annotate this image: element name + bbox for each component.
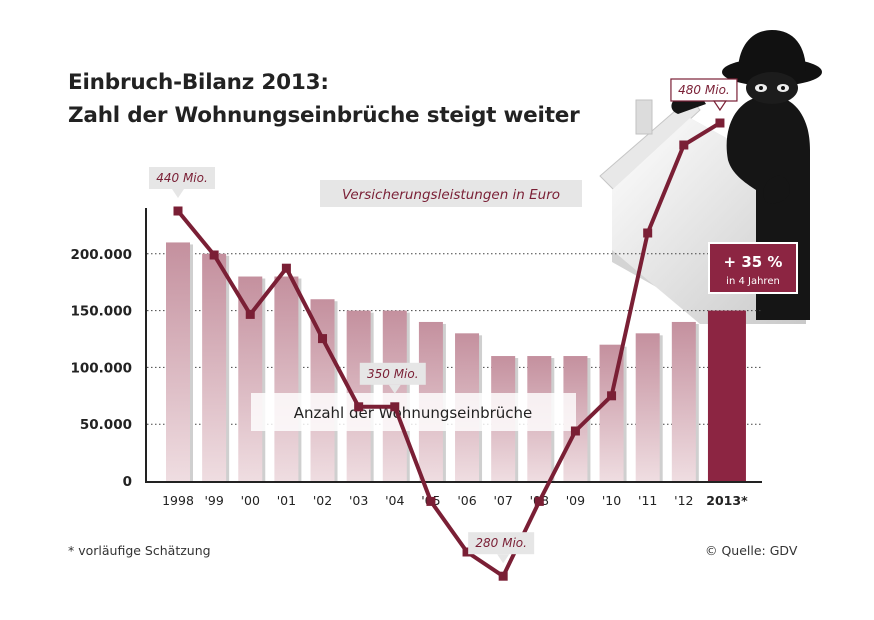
bar [671, 321, 696, 481]
source-note: © Quelle: GDV [705, 543, 798, 558]
y-axis [145, 208, 147, 482]
value-callout: 280 Mio. [468, 532, 535, 564]
value-callout-text: 480 Mio. [678, 83, 730, 97]
x-tick-label: '06 [457, 493, 476, 508]
y-tick-label: 100.000 [71, 360, 133, 376]
line-point [570, 426, 580, 436]
line-point [281, 263, 291, 273]
x-tick-labels: 1998'99'00'01'02'03'04'05'06'07'08'09'10… [162, 493, 748, 508]
growth-badge-sub: in 4 Jahren [726, 276, 780, 287]
line-point [354, 402, 364, 412]
bar [274, 276, 299, 481]
value-callout-text: 280 Mio. [475, 536, 527, 550]
line-point [426, 496, 436, 506]
line-point [173, 206, 183, 216]
value-callout: 480 Mio. [670, 78, 738, 112]
value-callout: 350 Mio. [359, 362, 426, 394]
chart-title-line-2: Zahl der Wohnungseinbrüche steigt weiter [68, 103, 580, 128]
footnote: * vorläufige Schätzung [68, 543, 211, 558]
line-point [498, 571, 508, 581]
value-callouts: 440 Mio. 350 Mio. 280 Mio. 480 Mio. [149, 78, 738, 564]
line-point [245, 309, 255, 319]
chart-title: Einbruch-Bilanz 2013: Zahl der Wohnungse… [68, 66, 580, 132]
bar [635, 333, 660, 481]
x-tick-label: '09 [566, 493, 585, 508]
line-point [209, 250, 219, 260]
bars-series-text: Anzahl der Wohnungseinbrüche [294, 404, 533, 422]
line-point [318, 334, 328, 344]
insurance-line-path [176, 121, 721, 579]
x-tick-label: '12 [674, 493, 693, 508]
y-tick-labels: 0 50.000 100.000 150.000 200.000 [71, 247, 133, 490]
bars-series-label: Anzahl der Wohnungseinbrüche [251, 393, 576, 431]
value-callout: 440 Mio. [149, 167, 215, 198]
line-point [607, 391, 617, 401]
value-callout-text: 350 Mio. [367, 367, 419, 381]
y-tick-label: 200.000 [71, 247, 133, 263]
y-tick-label: 50.000 [80, 417, 132, 433]
x-tick-label: '11 [638, 493, 657, 508]
growth-badge-main: + 35 % [724, 253, 783, 271]
x-tick-label: '00 [241, 493, 260, 508]
line-point [462, 547, 472, 557]
line-point [390, 402, 400, 412]
chart-title-line-1: Einbruch-Bilanz 2013: [68, 70, 329, 95]
x-tick-label: '99 [204, 493, 223, 508]
x-tick-label: '10 [602, 493, 621, 508]
x-axis [145, 481, 762, 483]
y-tick-label: 150.000 [71, 304, 133, 320]
growth-badge: + 35 % in 4 Jahren [708, 242, 798, 294]
bar [310, 299, 335, 481]
value-callout-text: 440 Mio. [156, 171, 208, 185]
x-tick-label: 1998 [162, 493, 194, 508]
y-tick-label: 0 [123, 474, 132, 490]
x-tick-label: '02 [313, 493, 332, 508]
bar [238, 276, 263, 481]
line-point [679, 140, 689, 150]
bar [202, 253, 227, 481]
line-point [715, 118, 725, 128]
line-series-label: Versicherungsleistungen in Euro [320, 180, 582, 207]
bar [166, 242, 190, 481]
bars [166, 242, 746, 481]
line-point [534, 496, 544, 506]
line-series-text: Versicherungsleistungen in Euro [342, 187, 560, 203]
x-tick-label: '01 [277, 493, 296, 508]
bar-highlight [707, 310, 746, 481]
x-tick-label: 2013* [706, 493, 748, 508]
x-tick-label: '04 [385, 493, 404, 508]
insurance-line [173, 118, 725, 581]
x-tick-label: '03 [349, 493, 368, 508]
line-point [643, 228, 653, 238]
x-tick-label: '07 [493, 493, 512, 508]
